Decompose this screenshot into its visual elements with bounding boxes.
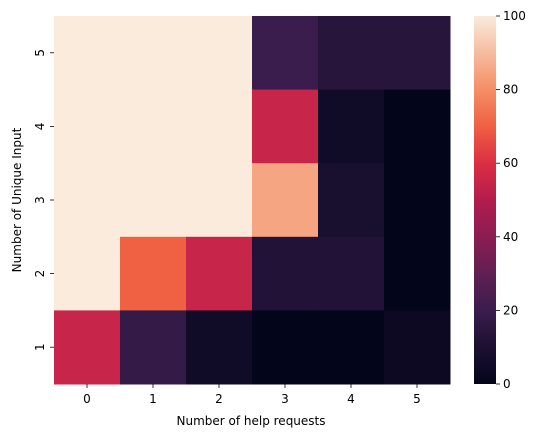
colorbar-tick-label: 60 (503, 156, 518, 170)
heatmap-cell-r3-c1 (120, 163, 187, 238)
heatmap-cell-r4-c4 (318, 89, 385, 164)
heatmap-cell-r4-c1 (120, 89, 187, 164)
heatmap-cell-r4-c3 (252, 89, 319, 164)
heatmap-cell-r1-c1 (120, 310, 187, 385)
x-tick-label: 0 (83, 392, 91, 406)
heatmap-cell-r2-c5 (384, 236, 451, 311)
y-tick-label: 4 (33, 123, 47, 131)
heatmap-cell-r4-c2 (186, 89, 253, 164)
x-tick-label: 2 (215, 392, 223, 406)
colorbar-ticks: 0 20 40 60 80 100 (496, 9, 526, 391)
y-tick-label: 2 (33, 270, 47, 278)
heatmap-cell-r2-c3 (252, 236, 319, 311)
y-axis: 5 4 3 2 1 (33, 49, 54, 351)
x-tick-label: 1 (149, 392, 157, 406)
heatmap-cell-r4-c5 (384, 89, 451, 164)
heatmap-cell-r4-c0 (54, 89, 121, 164)
y-tick-label: 5 (33, 49, 47, 57)
y-tick-label: 3 (33, 196, 47, 204)
heatmap-cell-r2-c2 (186, 236, 253, 311)
colorbar-tick-label: 0 (503, 377, 511, 391)
colorbar (474, 16, 496, 384)
x-tick-label: 5 (413, 392, 421, 406)
x-tick-label: 4 (347, 392, 355, 406)
heatmap-cell-r1-c3 (252, 310, 319, 385)
heatmap-cell-r1-c0 (54, 310, 121, 385)
heatmap-cell-r2-c4 (318, 236, 385, 311)
heatmap-cell-r5-c2 (186, 16, 253, 91)
y-tick-label: 1 (33, 343, 47, 351)
y-axis-label: Number of Unique Input (10, 127, 24, 272)
heatmap-cell-r1-c4 (318, 310, 385, 385)
heatmap-cell-r1-c5 (384, 310, 451, 385)
x-axis-label: Number of help requests (176, 414, 325, 428)
heatmap-cell-r1-c2 (186, 310, 253, 385)
heatmap-cell-r5-c1 (120, 16, 187, 91)
colorbar-tick-label: 100 (503, 9, 526, 23)
heatmap-cell-r3-c2 (186, 163, 253, 238)
heatmap-cell-r3-c3 (252, 163, 319, 238)
heatmap-cell-r5-c0 (54, 16, 121, 91)
heatmap-cell-r2-c1 (120, 236, 187, 311)
colorbar-tick-label: 20 (503, 303, 518, 317)
heatmap-cell-r5-c3 (252, 16, 319, 91)
colorbar-tick-label: 80 (503, 83, 518, 97)
heatmap-cell-r5-c4 (318, 16, 385, 91)
heatmap-cells (54, 16, 451, 385)
heatmap-cell-r3-c0 (54, 163, 121, 238)
x-tick-label: 3 (281, 392, 289, 406)
heatmap-cell-r2-c0 (54, 236, 121, 311)
heatmap-cell-r3-c4 (318, 163, 385, 238)
heatmap-cell-r3-c5 (384, 163, 451, 238)
x-axis: 0 1 2 3 4 5 (83, 384, 421, 406)
heatmap-cell-r5-c5 (384, 16, 451, 91)
colorbar-tick-label: 40 (503, 230, 518, 244)
